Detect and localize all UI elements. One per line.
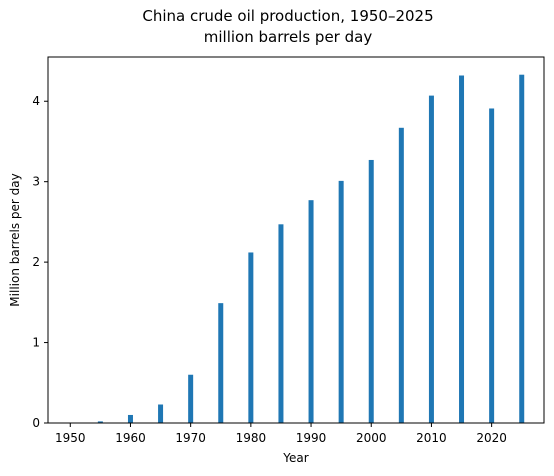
bar-1975 xyxy=(218,303,224,423)
bar-2025 xyxy=(519,74,525,423)
x-tick-label: 1990 xyxy=(296,431,327,445)
x-tick-label: 1950 xyxy=(55,431,86,445)
y-tick-label: 3 xyxy=(32,175,40,189)
y-axis-label: Million barrels per day xyxy=(8,173,22,306)
x-tick-label: 1970 xyxy=(175,431,206,445)
bar-1965 xyxy=(158,404,164,423)
x-tick-label: 2020 xyxy=(476,431,507,445)
x-tick-label: 1980 xyxy=(236,431,267,445)
bar-2000 xyxy=(368,159,374,423)
bar-1980 xyxy=(248,252,254,423)
bars-group xyxy=(67,74,525,424)
bar-2020 xyxy=(489,108,495,423)
y-axis-ticks: 0 1 2 3 4 xyxy=(32,94,48,430)
bar-2015 xyxy=(459,75,465,423)
plot-frame xyxy=(47,56,545,424)
x-tick-label: 2010 xyxy=(416,431,447,445)
bar-1985 xyxy=(278,224,284,423)
bar-1990 xyxy=(308,200,314,423)
bar-2005 xyxy=(398,127,404,423)
bar-1960 xyxy=(127,414,133,423)
x-axis-ticks: 1950 1960 1970 1980 1990 2000 2010 2020 xyxy=(55,423,507,445)
x-axis-label: Year xyxy=(282,451,308,465)
y-tick-label: 1 xyxy=(32,336,40,350)
bar-1970 xyxy=(188,374,194,423)
bar-1955 xyxy=(97,421,103,423)
x-tick-label: 2000 xyxy=(356,431,387,445)
y-tick-label: 0 xyxy=(32,416,40,430)
y-tick-label: 4 xyxy=(32,94,40,108)
y-tick-label: 2 xyxy=(32,255,40,269)
bar-2010 xyxy=(428,95,434,424)
chart-subtitle: million barrels per day xyxy=(204,28,373,46)
bar-1995 xyxy=(338,180,344,423)
x-tick-label: 1960 xyxy=(115,431,146,445)
chart-title: China crude oil production, 1950–2025 xyxy=(142,7,433,25)
